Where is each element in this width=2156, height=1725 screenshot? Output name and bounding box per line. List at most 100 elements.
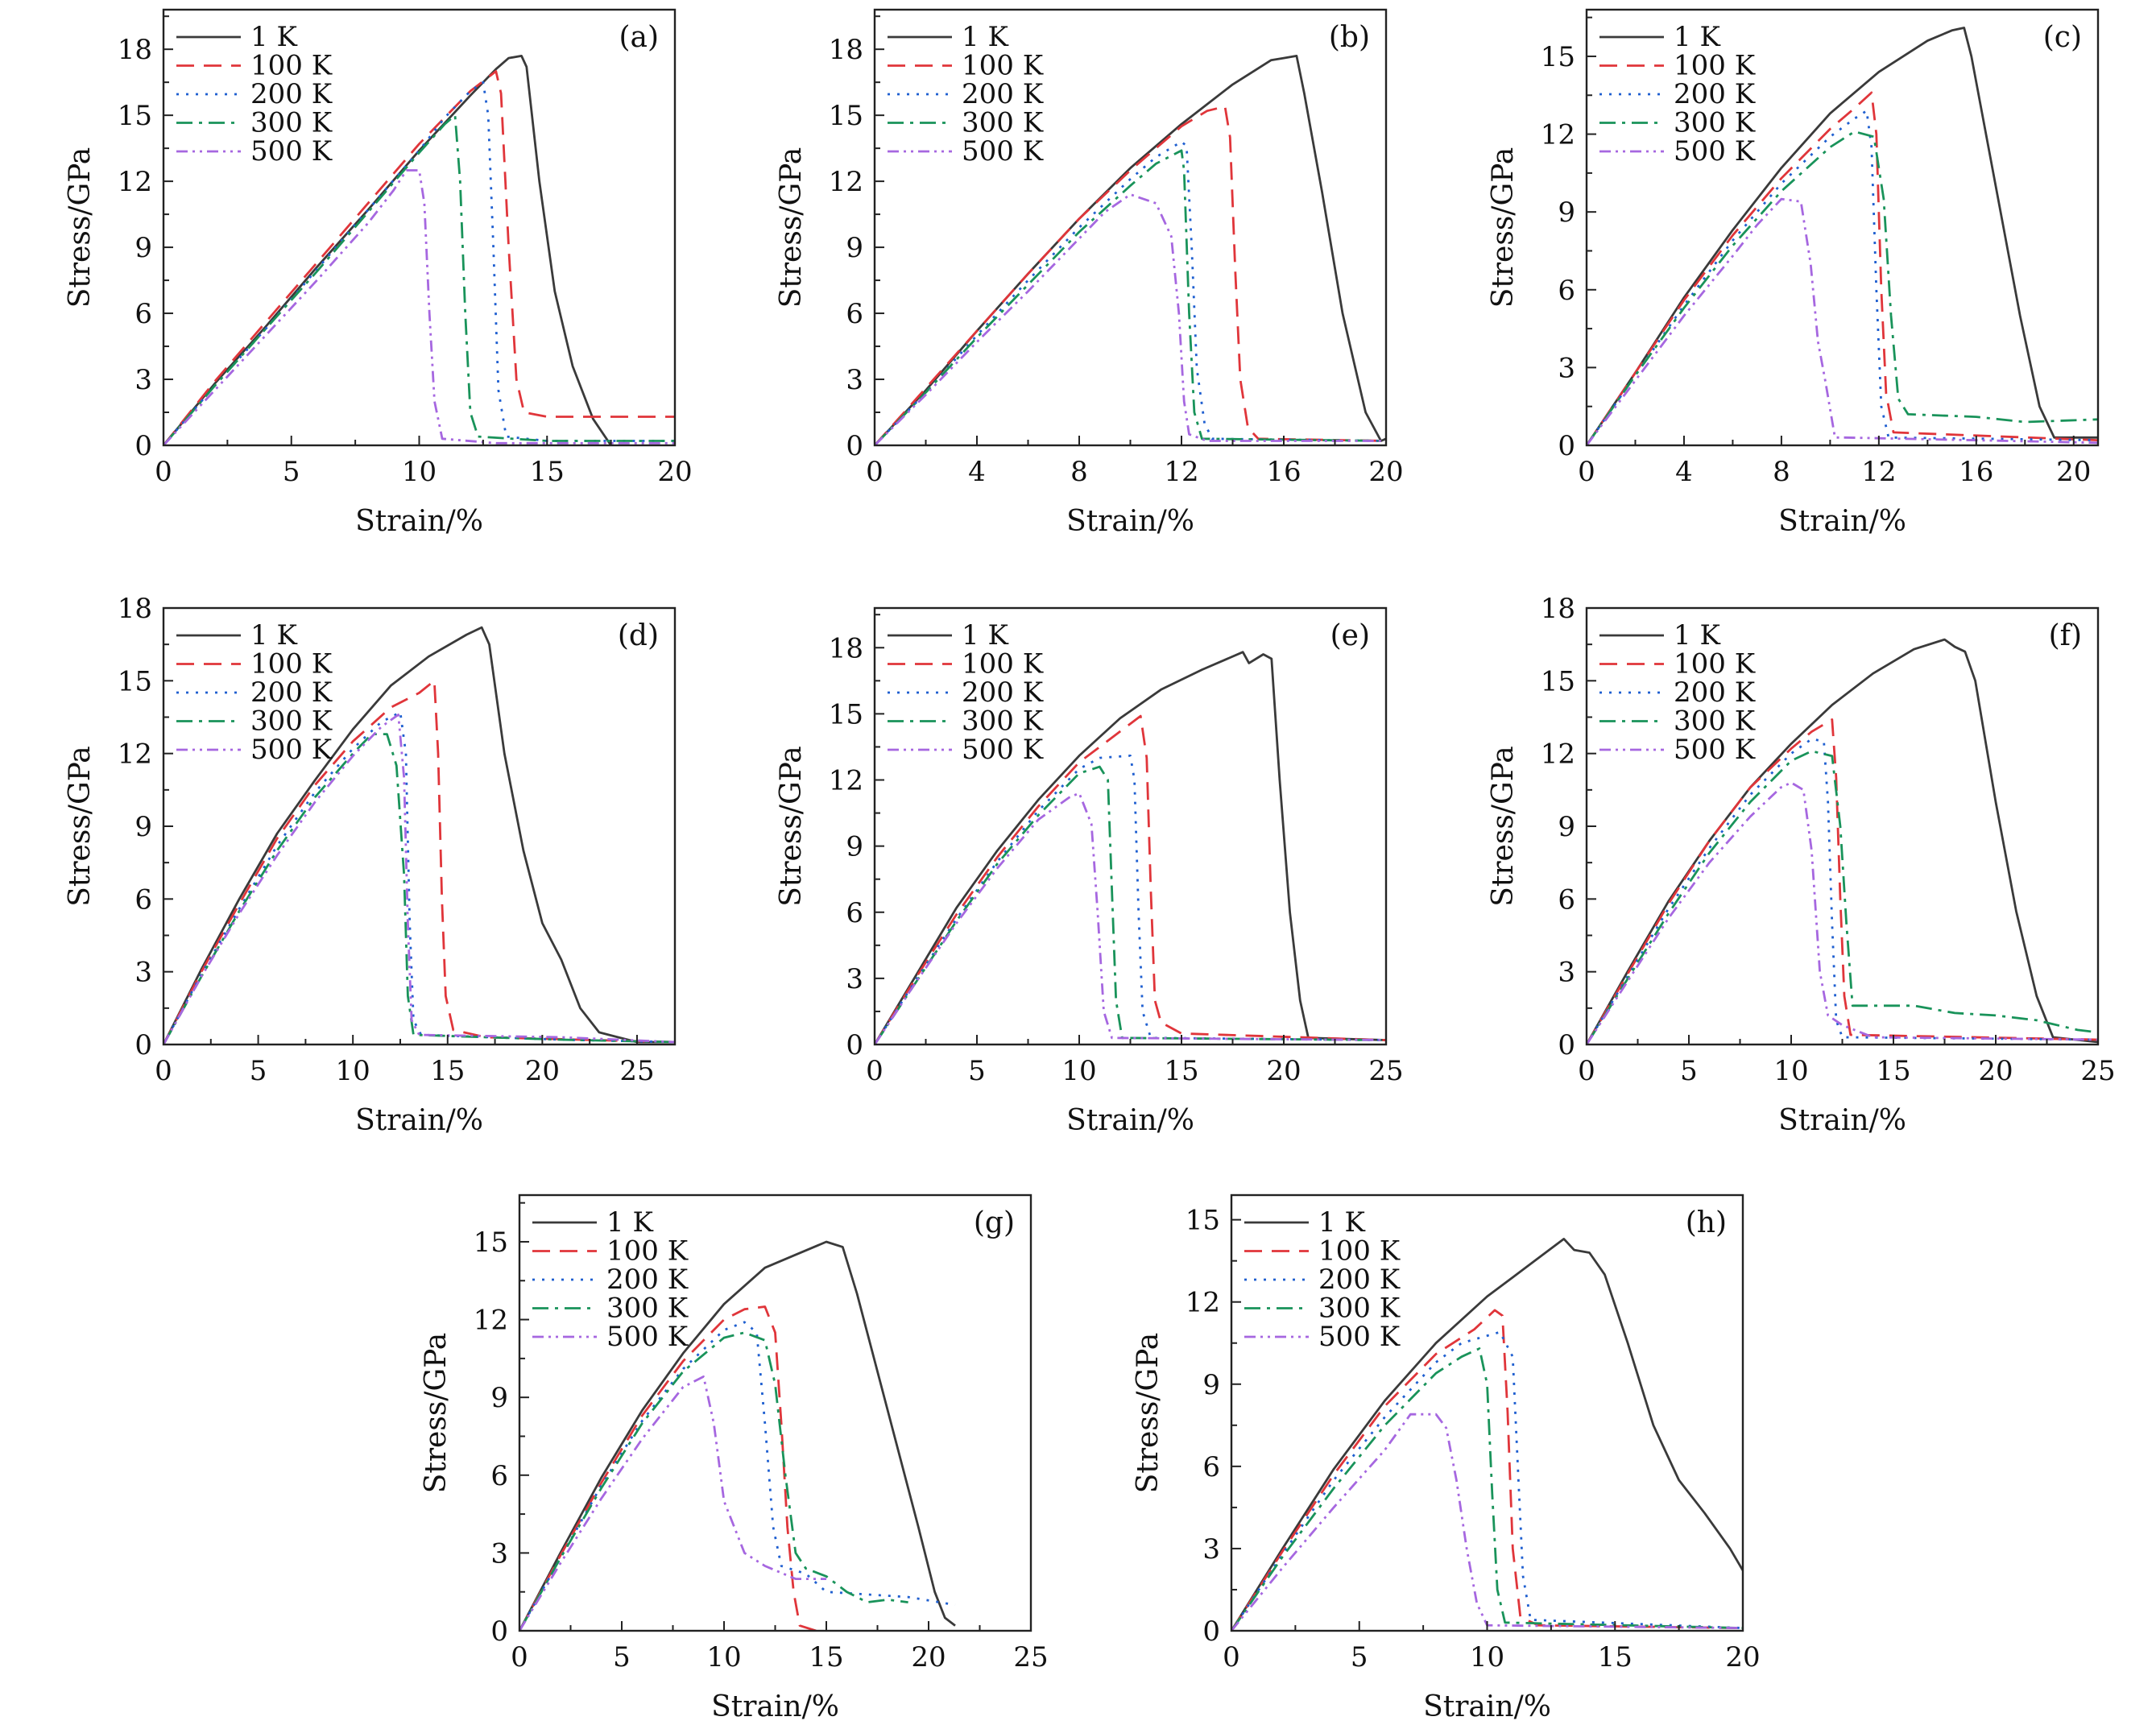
legend-label: 1 K (962, 619, 1008, 652)
panel-tag: (h) (1686, 1206, 1727, 1239)
y-tick-label: 6 (134, 883, 152, 916)
x-axis-label: Strain/% (355, 1104, 483, 1137)
panel-tag: (d) (618, 619, 659, 652)
series-line-100k (1587, 718, 2098, 1045)
legend-label: 500 K (250, 135, 333, 168)
series-line-1k (1587, 27, 2098, 445)
y-tick-label: 3 (846, 364, 863, 396)
x-tick-label: 25 (1368, 1055, 1403, 1087)
x-tick-label: 0 (511, 1641, 528, 1673)
y-tick-label: 15 (118, 100, 152, 132)
x-axis-label: Strain/% (355, 505, 483, 538)
x-tick-label: 20 (1725, 1641, 1760, 1673)
x-tick-label: 5 (613, 1641, 631, 1673)
legend-label: 100 K (250, 648, 333, 680)
x-tick-label: 5 (283, 456, 300, 488)
x-tick-label: 20 (525, 1055, 560, 1087)
legend-label: 200 K (1674, 78, 1756, 110)
x-tick-label: 15 (430, 1055, 465, 1087)
y-tick-label: 9 (1558, 196, 1575, 229)
y-tick-label: 0 (134, 430, 152, 462)
series-line-1k (519, 1240, 956, 1631)
y-tick-label: 3 (1558, 352, 1575, 384)
x-tick-label: 16 (1959, 456, 1993, 488)
x-tick-label: 15 (1876, 1055, 1910, 1087)
legend-label: 300 K (1318, 1293, 1401, 1325)
x-tick-label: 5 (1680, 1055, 1698, 1087)
x-tick-label: 25 (619, 1055, 654, 1087)
plot-frame (1230, 1193, 1744, 1632)
x-tick-label: 10 (1061, 1055, 1096, 1087)
legend-label: 500 K (962, 135, 1044, 168)
series-line-200k (875, 755, 1386, 1045)
legend-label: 200 K (1318, 1264, 1401, 1296)
y-axis-label: Stress/GPa (775, 147, 808, 308)
legend-label: 100 K (250, 50, 333, 82)
series-line-1k (1587, 638, 2098, 1045)
chart-panel-4: 0 5 10 15 20 25 0 3 6 9 12 15 18 Strain/% Stress/GPa (e… (775, 606, 1404, 1137)
chart-panel-6: 0 5 10 15 20 25 0 3 6 9 12 15 Strain/% Stress/GPa (g) 1… (420, 1193, 1049, 1723)
x-tick-label: 15 (809, 1641, 843, 1673)
y-tick-label: 0 (490, 1615, 508, 1648)
x-tick-label: 12 (1861, 456, 1896, 488)
y-axis-label: Stress/GPa (1132, 1333, 1165, 1494)
y-tick-label: 3 (134, 364, 152, 396)
x-tick-label: 4 (1675, 456, 1693, 488)
x-tick-label: 12 (1164, 456, 1198, 488)
legend-label: 1 K (250, 21, 297, 53)
y-axis-label: Stress/GPa (64, 746, 97, 907)
series-line-1k (1231, 1238, 1743, 1631)
panel-tag: (e) (1330, 619, 1370, 652)
y-tick-label: 3 (1202, 1533, 1220, 1566)
series-line-300k (163, 733, 675, 1045)
plot-frame (1585, 606, 2100, 1046)
y-tick-label: 6 (846, 298, 863, 330)
chart-panel-7: 0 5 10 15 20 0 3 6 9 12 15 Strain/% Stress/GPa (h) 1 K… (1132, 1193, 1761, 1723)
y-tick-label: 12 (1186, 1287, 1220, 1319)
x-tick-label: 16 (1266, 456, 1301, 488)
y-tick-label: 15 (829, 698, 863, 730)
series-line-100k (1231, 1309, 1743, 1631)
legend-label: 100 K (962, 50, 1044, 82)
legend-label: 200 K (1674, 676, 1756, 709)
series-line-100k (163, 679, 675, 1045)
y-tick-label: 12 (118, 166, 152, 198)
y-tick-label: 18 (829, 34, 863, 66)
x-axis-label: Strain/% (1778, 505, 1906, 538)
x-tick-label: 20 (1368, 456, 1403, 488)
legend-label: 1 K (1674, 21, 1720, 53)
y-tick-label: 6 (134, 298, 152, 330)
legend-label: 500 K (1674, 734, 1756, 766)
x-axis-label: Strain/% (1778, 1104, 1906, 1137)
y-tick-label: 0 (846, 430, 863, 462)
y-tick-label: 9 (1558, 811, 1575, 843)
legend-label: 100 K (962, 648, 1044, 680)
y-tick-label: 6 (1202, 1451, 1220, 1483)
y-tick-label: 0 (1202, 1615, 1220, 1648)
x-tick-label: 20 (1978, 1055, 2013, 1087)
chart-panel-1: 0 4 8 12 16 20 0 3 6 9 12 15 18 Strain/% Stress/GPa (b)… (775, 8, 1404, 538)
y-tick-label: 9 (1202, 1369, 1220, 1401)
series-line-200k (875, 140, 1386, 445)
legend-label: 300 K (1674, 107, 1756, 139)
series-line-500k (1231, 1413, 1743, 1631)
series-line-1k (875, 55, 1386, 445)
y-tick-label: 9 (134, 232, 152, 264)
x-tick-label: 0 (1578, 1055, 1595, 1087)
panel-tag: (a) (619, 21, 659, 54)
y-tick-label: 12 (1541, 119, 1575, 151)
plot-frame (518, 1193, 1032, 1632)
legend-label: 500 K (606, 1321, 689, 1353)
legend-label: 300 K (962, 107, 1044, 139)
x-tick-label: 5 (250, 1055, 267, 1087)
y-tick-label: 18 (1541, 593, 1575, 625)
x-tick-label: 20 (1266, 1055, 1301, 1087)
legend-label: 200 K (250, 78, 333, 110)
series-line-300k (1587, 130, 2098, 445)
